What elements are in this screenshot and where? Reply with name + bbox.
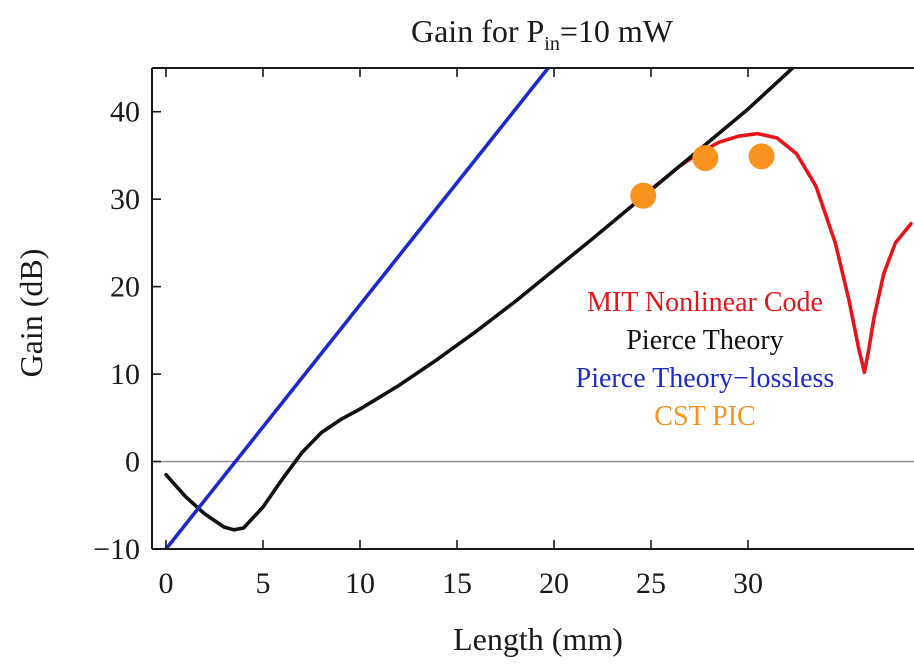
y-tick-label: 0 (125, 446, 140, 479)
x-axis-ticks: 0 5 10 15 20 25 30 (159, 68, 763, 600)
legend-label: MIT Nonlinear Code (587, 287, 823, 318)
x-tick-label: 5 (256, 567, 271, 600)
series-line-2 (164, 68, 551, 549)
y-tick-label: −10 (93, 533, 140, 566)
plot-frame (151, 67, 914, 550)
x-tick-label: 0 (159, 567, 174, 600)
y-axis-ticks: −10 0 10 20 30 40 (93, 96, 161, 566)
data-point (630, 182, 657, 209)
y-axis-title: Gain (dB) (13, 249, 49, 378)
legend: MIT Nonlinear Code Pierce Theory Pierce Th… (576, 287, 835, 432)
x-tick-label: 30 (733, 567, 763, 600)
scatter-layer (630, 143, 775, 209)
data-point (748, 143, 775, 170)
x-tick-label: 25 (636, 567, 666, 600)
x-axis-title: Length (mm) (453, 621, 623, 657)
y-tick-label: 10 (110, 358, 140, 391)
y-tick-label: 20 (110, 271, 140, 304)
x-tick-label: 15 (442, 567, 472, 600)
legend-label: CST PIC (654, 401, 755, 432)
chart-title: Gain for Pin=10 mW (411, 13, 674, 55)
legend-label: Pierce Theory (626, 325, 783, 356)
y-tick-label: 30 (110, 183, 140, 216)
legend-label: Pierce Theory−lossless (576, 363, 835, 394)
x-tick-label: 10 (345, 567, 375, 600)
data-point (692, 145, 719, 172)
x-tick-label: 20 (539, 567, 569, 600)
y-tick-label: 40 (110, 96, 140, 129)
